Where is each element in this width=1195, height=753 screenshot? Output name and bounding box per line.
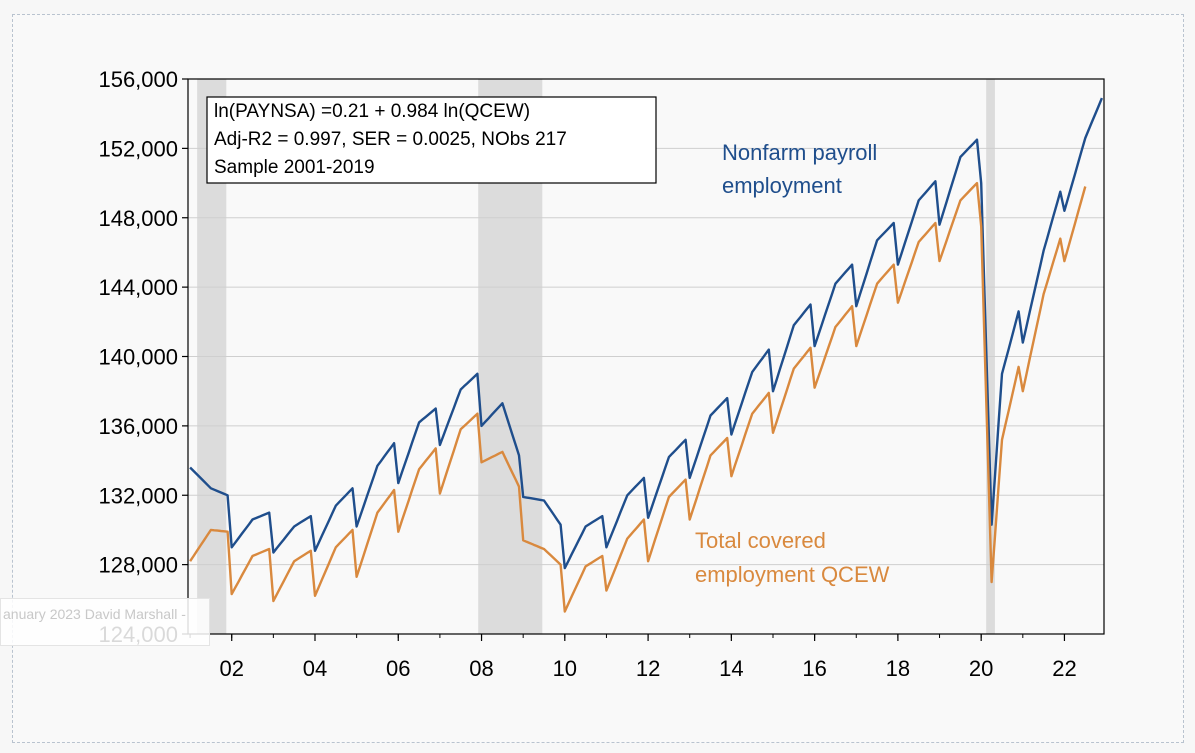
watermark: anuary 2023 David Marshall - (0, 598, 210, 646)
annotation-line-1: ln(PAYNSA) =0.21 + 0.984 ln(QCEW) (214, 101, 530, 122)
y-tick-label: 132,000 (98, 483, 178, 508)
series-label-qcew: Total covered employment QCEW (695, 528, 890, 587)
gridlines (188, 147, 1104, 566)
x-tick-label: 22 (1052, 656, 1076, 681)
x-tick-label: 06 (386, 656, 410, 681)
series-line-nonfarm-payroll (189, 97, 1104, 570)
annotation-line-2: Adj-R2 = 0.997, SER = 0.0025, NObs 217 (214, 129, 567, 150)
regression-annotation: ln(PAYNSA) =0.21 + 0.984 ln(QCEW) Adj-R2… (206, 96, 657, 184)
x-tick-label: 16 (802, 656, 826, 681)
y-tick-label: 152,000 (98, 136, 178, 161)
annotation-box (206, 96, 657, 184)
y-tick-label: 144,000 (98, 275, 178, 300)
y-tick-label: 156,000 (98, 67, 178, 92)
x-tick-label: 12 (636, 656, 660, 681)
series-line-qcew (189, 181, 1087, 613)
y-tick-label: 148,000 (98, 206, 178, 231)
annotation-line-3: Sample 2001-2019 (214, 157, 375, 178)
x-tick-label: 10 (553, 656, 577, 681)
x-tick-label: 08 (469, 656, 493, 681)
series-label-qcew-line-1: Total covered (695, 528, 826, 553)
y-tick-label: 128,000 (98, 553, 178, 578)
x-tick-label: 18 (886, 656, 910, 681)
y-tick-label: 136,000 (98, 414, 178, 439)
x-tick-label: 02 (219, 656, 243, 681)
series-label-qcew-line-2: employment QCEW (695, 562, 890, 587)
series-label-nonfarm-line-2: employment (722, 173, 842, 198)
x-tick-label: 14 (719, 656, 743, 681)
series-label-nonfarm-line-1: Nonfarm payroll (722, 140, 877, 165)
x-tick-label: 20 (969, 656, 993, 681)
y-tick-label: 140,000 (98, 345, 178, 370)
x-tick-label: 04 (303, 656, 327, 681)
series-lines (189, 97, 1104, 613)
series-label-nonfarm: Nonfarm payroll employment (722, 140, 877, 198)
